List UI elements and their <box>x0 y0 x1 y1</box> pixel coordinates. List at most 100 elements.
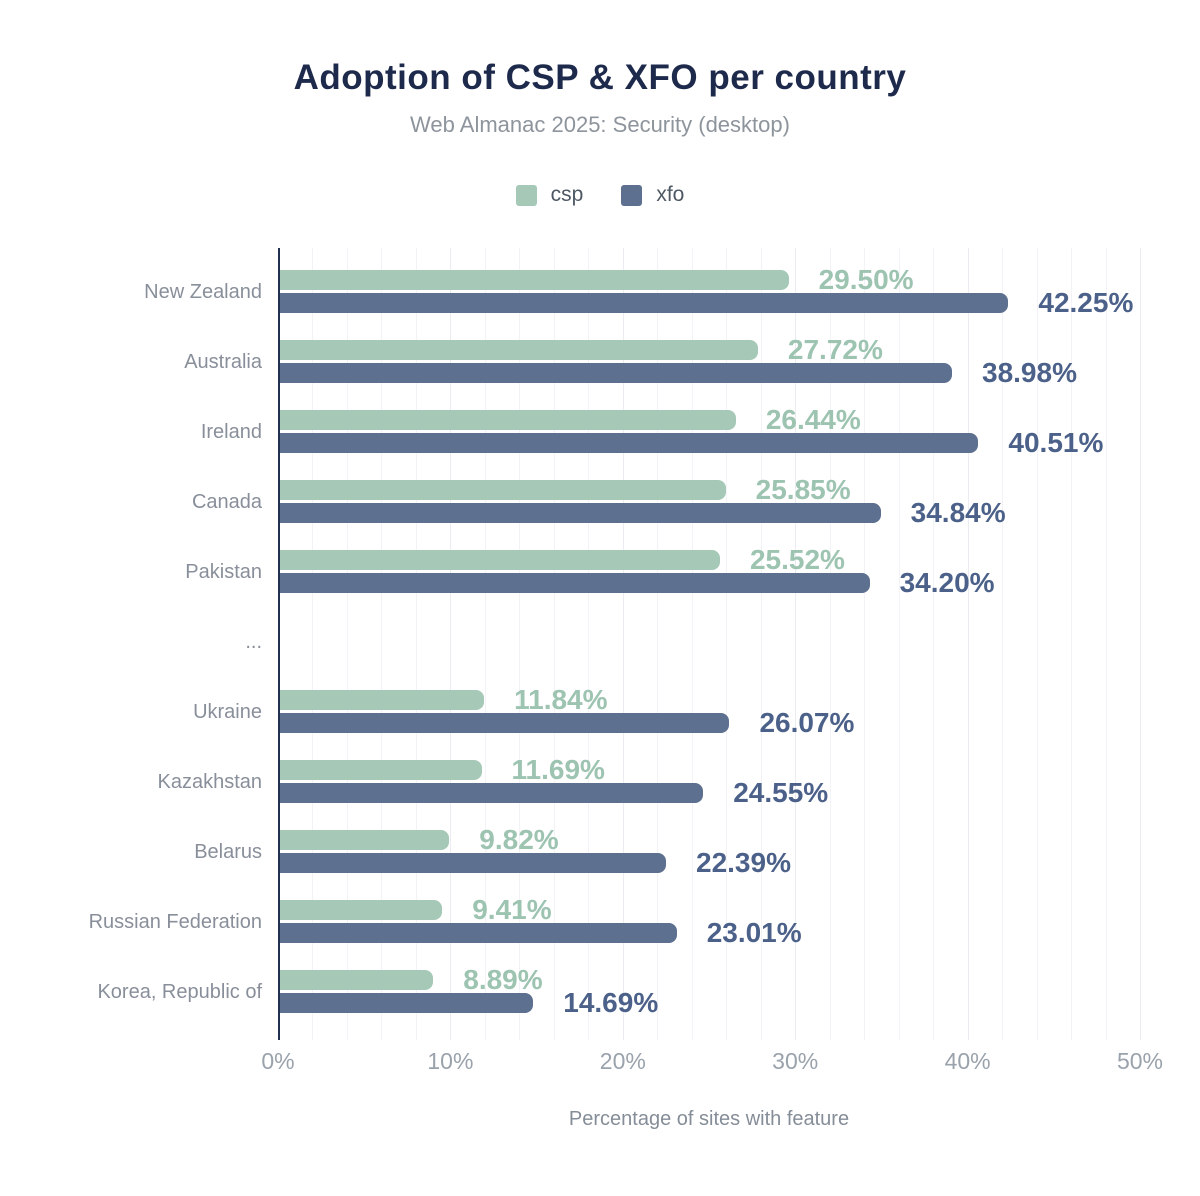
bar-row: Ukraine 11.84% 26.07% <box>0 668 1140 738</box>
gridline <box>933 248 935 1040</box>
x-tick-label: 30% <box>772 1048 819 1074</box>
country-label: Australia <box>184 350 262 373</box>
xfo-bar <box>280 783 704 803</box>
csp-bar <box>280 340 758 360</box>
csp-bar <box>280 970 434 990</box>
xfo-bar <box>280 923 677 943</box>
csp-color-swatch <box>515 184 537 206</box>
xfo-bar <box>280 993 534 1013</box>
gridline <box>415 248 417 1040</box>
gridline <box>795 248 797 1040</box>
xfo-bar <box>280 433 979 453</box>
legend: csp xfo <box>0 183 1200 207</box>
csp-value-label: 26.44% <box>765 404 861 435</box>
xfo-value-label: 34.84% <box>910 497 1006 528</box>
csp-value-label: 8.89% <box>463 964 543 995</box>
country-label: Canada <box>191 490 262 513</box>
plot-area: New Zealand 29.50% 42.25% Australia 27.72% 38… <box>89 248 1141 1040</box>
gridline <box>864 248 866 1040</box>
xfo-value-label: 34.20% <box>899 567 995 598</box>
csp-value-label: 25.52% <box>749 544 845 575</box>
gridline <box>691 248 693 1040</box>
gridline <box>1036 248 1038 1040</box>
x-axis-tick-labels: 0% 10% 20% 30% 40% 50% <box>261 1042 1163 1076</box>
gridline <box>519 248 521 1040</box>
country-label: Korea, Republic of <box>97 980 262 1003</box>
y-axis-line <box>278 248 280 1040</box>
csp-value-label: 11.69% <box>511 754 605 785</box>
bar-row: Canada 25.85% 34.84% <box>0 458 1140 528</box>
xfo-value-label: 23.01% <box>706 917 802 948</box>
bar-row: Russian Federation 9.41% 23.01% <box>0 878 1140 948</box>
csp-bar <box>280 410 736 430</box>
gridline <box>898 248 900 1040</box>
bar-row: New Zealand 29.50% 42.25% <box>0 248 1140 318</box>
x-tick-label: 40% <box>944 1048 991 1074</box>
country-label: Belarus <box>194 840 262 863</box>
x-tick-label: 10% <box>427 1048 474 1074</box>
xfo-color-swatch <box>621 184 643 206</box>
legend-item-csp: csp <box>515 183 584 207</box>
gridline <box>622 248 624 1040</box>
chart-title: Adoption of CSP & XFO per country <box>293 58 907 97</box>
country-label: Kazakhstan <box>157 770 262 793</box>
gridline <box>346 248 348 1040</box>
gridline <box>484 248 486 1040</box>
csp-bar <box>280 830 450 850</box>
xfo-value-label: 42.25% <box>1038 287 1134 318</box>
xfo-bar <box>280 293 1009 313</box>
bar-row: ... <box>0 598 1140 668</box>
country-label: Russian Federation <box>88 910 262 933</box>
csp-bar <box>280 550 720 570</box>
xfo-bar <box>280 853 666 873</box>
country-label: ... <box>245 630 262 653</box>
bar-row: Kazakhstan 11.69% 24.55% <box>0 738 1140 808</box>
legend-label-xfo: xfo <box>656 183 685 206</box>
country-label: Pakistan <box>185 560 262 583</box>
legend-label-csp: csp <box>550 183 584 206</box>
gridline <box>726 248 728 1040</box>
bar-row: Australia 27.72% 38.98% <box>0 318 1140 388</box>
gridline <box>1002 248 1004 1040</box>
xfo-value-label: 14.69% <box>563 987 659 1018</box>
csp-value-label: 25.85% <box>755 474 851 505</box>
gridline <box>312 248 314 1040</box>
gridline <box>1071 248 1073 1040</box>
legend-item-xfo: xfo <box>621 183 684 207</box>
xfo-bar <box>280 573 870 593</box>
country-label: New Zealand <box>144 280 262 303</box>
gridline <box>967 248 969 1040</box>
gridline <box>381 248 383 1040</box>
chart-subtitle: Web Almanac 2025: Security (desktop) <box>410 112 790 137</box>
xfo-bar <box>280 713 730 733</box>
country-label: Ukraine <box>193 700 262 723</box>
csp-bar <box>280 690 485 710</box>
gridline <box>760 248 762 1040</box>
csp-bar <box>280 900 443 920</box>
x-tick-label: 50% <box>1116 1048 1164 1074</box>
xfo-bar <box>280 363 952 383</box>
csp-bar <box>280 760 482 780</box>
xfo-value-label: 40.51% <box>1008 427 1104 458</box>
csp-value-label: 27.72% <box>787 334 883 365</box>
gridline <box>1105 248 1107 1040</box>
gridline <box>588 248 590 1040</box>
csp-bar <box>280 270 789 290</box>
xfo-value-label: 22.39% <box>696 847 791 878</box>
bar-row: Belarus 9.82% 22.39% <box>0 808 1140 878</box>
csp-value-label: 29.50% <box>818 264 914 295</box>
xfo-value-label: 24.55% <box>733 777 829 808</box>
country-label: Ireland <box>200 420 262 443</box>
gridline <box>657 248 659 1040</box>
gridline <box>553 248 555 1040</box>
x-tick-label: 0% <box>261 1048 295 1074</box>
csp-value-label: 11.84% <box>514 684 608 715</box>
bar-row: Pakistan 25.52% 34.20% <box>0 528 1140 598</box>
gridline <box>450 248 452 1040</box>
csp-value-label: 9.41% <box>472 894 552 925</box>
x-tick-label: 20% <box>599 1048 646 1074</box>
csp-value-label: 9.82% <box>479 824 559 855</box>
bar-row: Ireland 26.44% 40.51% <box>0 388 1140 458</box>
bar-row: Korea, Republic of 8.89% 14.69% <box>0 948 1140 1018</box>
